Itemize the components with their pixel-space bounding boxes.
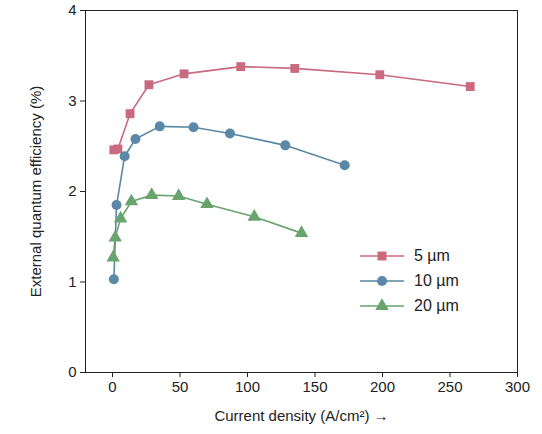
svg-text:Current density (A/cm²) →: Current density (A/cm²) →: [214, 407, 388, 424]
svg-text:250: 250: [437, 378, 462, 395]
svg-text:0: 0: [108, 378, 116, 395]
svg-text:200: 200: [370, 378, 395, 395]
svg-text:1: 1: [68, 273, 76, 290]
svg-text:300: 300: [505, 378, 530, 395]
html-text:5 µm: 5 µm: [414, 246, 450, 264]
svg-text:0: 0: [68, 363, 76, 380]
svg-text:50: 50: [172, 378, 189, 395]
svg-text:100: 100: [235, 378, 260, 395]
svg-text:3: 3: [68, 92, 76, 109]
html-text:20 µm: 20 µm: [414, 296, 459, 314]
html-text:10 µm: 10 µm: [414, 271, 459, 289]
svg-text:4: 4: [68, 1, 76, 18]
svg-text:2: 2: [68, 182, 76, 199]
svg-text:External quantum efficiency (%: External quantum efficiency (%): [27, 86, 44, 298]
svg-text:150: 150: [302, 378, 327, 395]
